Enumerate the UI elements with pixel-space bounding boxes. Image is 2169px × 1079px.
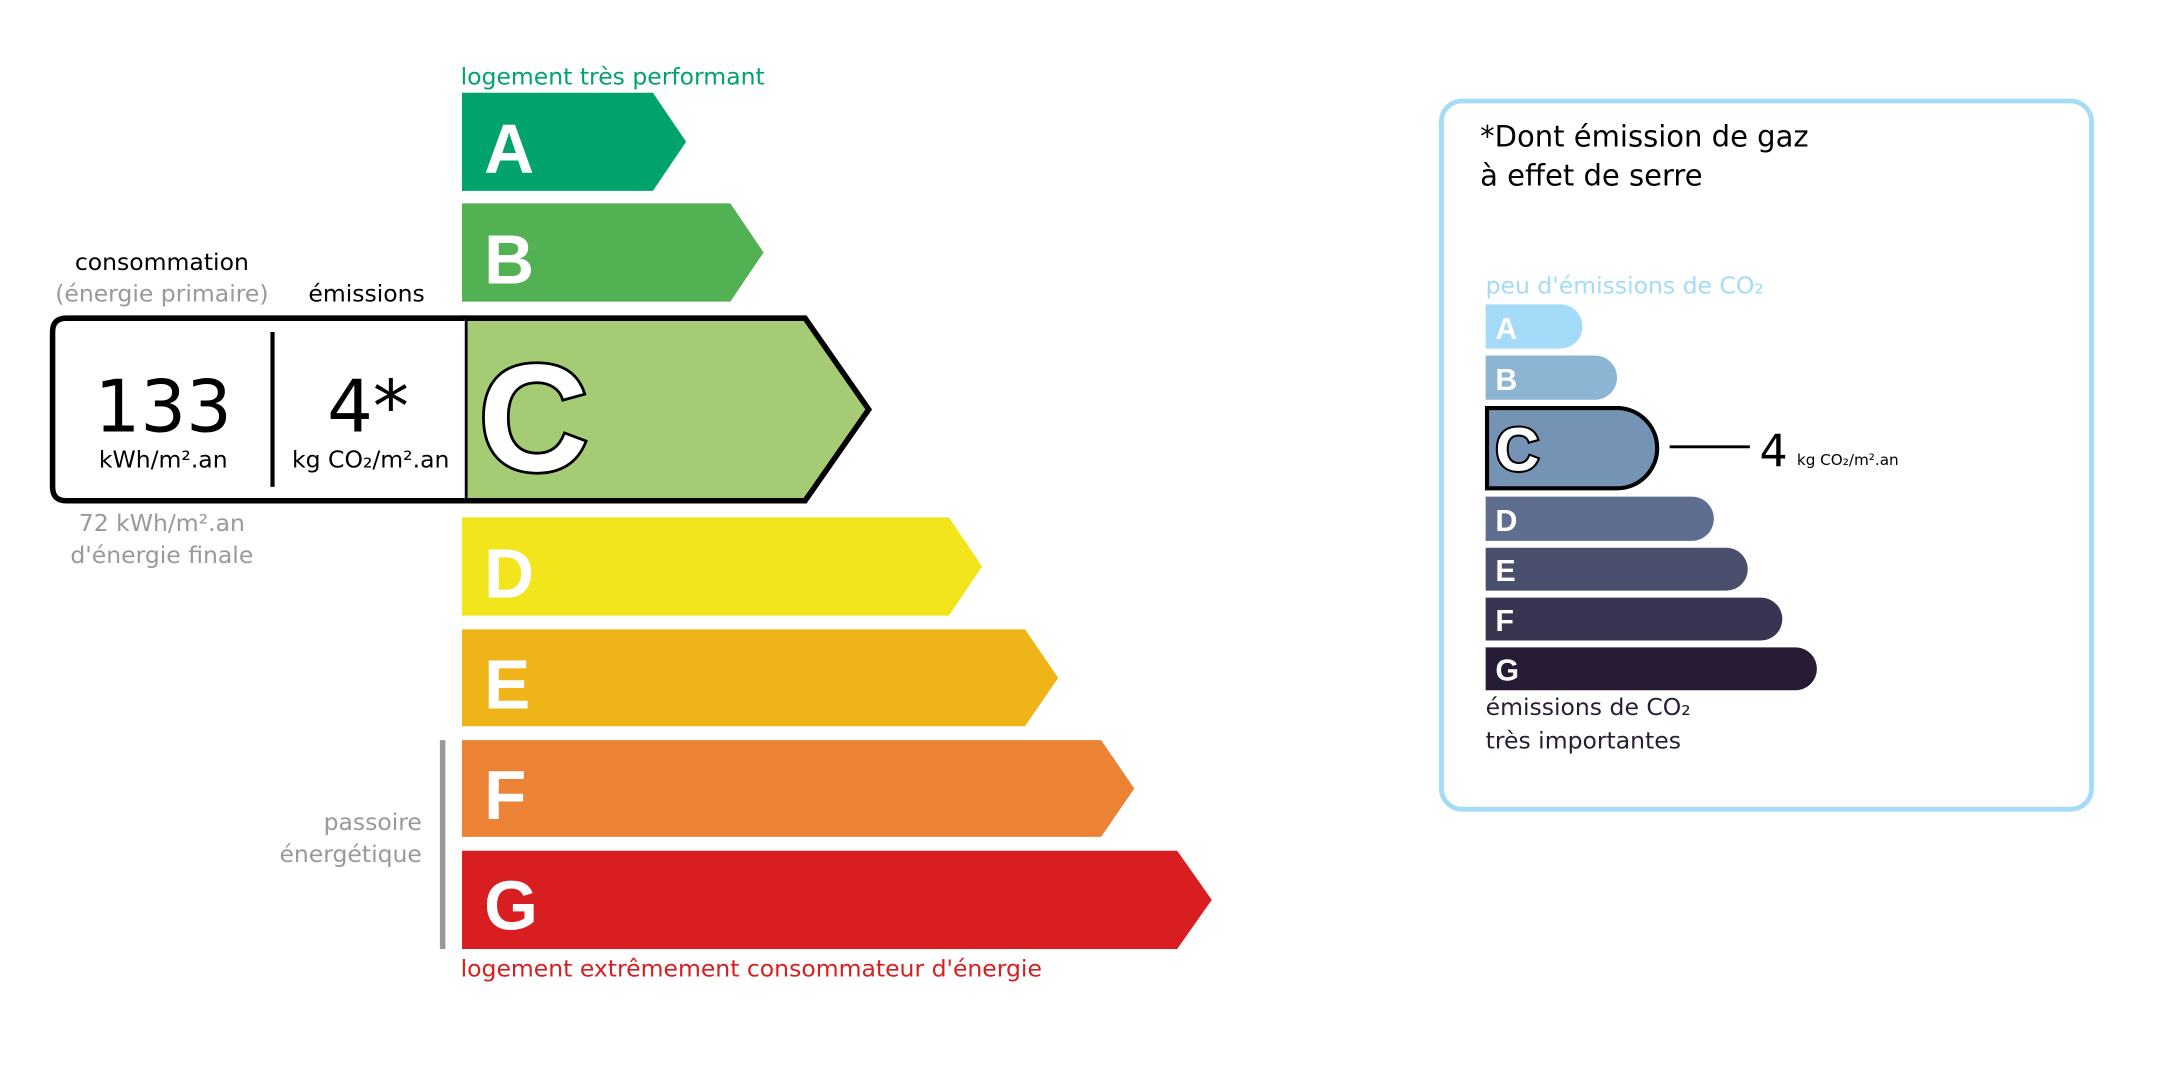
ges-bar-b [1485,355,1618,400]
final-energy-value: 72 kWh/m².an [79,509,245,537]
ges-bar-d [1485,496,1714,541]
energy-bottom-label: logement extrêmement consommateur d'éner… [461,955,1042,983]
consumption-unit: kWh/m².an [99,446,228,474]
ges-letter-a: A [1495,312,1517,346]
ges-title-1: *Dont émission de gaz [1480,120,1809,154]
ges-letter-c: C [1495,415,1539,483]
ges-letter-f: F [1495,604,1514,638]
energy-bar-e [462,629,1059,727]
energy-bar-g [462,850,1212,949]
ges-value: 4 [1760,426,1788,477]
energy-top-label: logement très performant [461,62,765,90]
energy-bar-d [462,517,983,616]
energy-letter-e: E [484,645,530,723]
ges-bar-a [1485,304,1583,349]
energy-letter-b: B [484,221,534,299]
passoire-label-2: énergétique [279,840,421,868]
consumption-value: 133 [95,365,232,449]
ges-panel: *Dont émission de gaz à effet de serre p… [1438,98,2094,812]
ges-unit: kg CO₂/m².an [1797,451,1899,469]
emissions-heading: émissions [308,280,424,308]
ges-bar-c [1484,406,1660,491]
energy-letter-g: G [484,867,538,945]
energy-bar-f [462,740,1135,837]
final-energy-label: d'énergie finale [70,541,253,569]
ges-letter-e: E [1495,554,1515,588]
emissions-unit: kg CO₂/m².an [292,446,449,474]
ges-bottom-label-1: émissions de CO₂ [1486,693,1691,721]
ges-letter-b: B [1495,363,1517,397]
ges-bar-g [1485,647,1817,691]
energy-scale: logement très performant A B C consommat… [49,62,1212,983]
consumption-heading: consommation [75,248,249,276]
ges-letter-g: G [1495,654,1519,688]
energy-letter-f: F [484,756,526,834]
energy-letter-a: A [484,110,534,188]
ges-top-label: peu d'émissions de CO₂ [1486,271,1764,299]
ges-bottom-label-2: très importantes [1486,726,1681,754]
ges-letter-d: D [1495,504,1517,538]
consumption-subheading: (énergie primaire) [55,280,268,308]
emissions-value: 4* [327,365,409,449]
passoire-label-1: passoire [324,808,422,836]
ges-title-2: à effet de serre [1480,158,1702,192]
energy-bar-a [462,92,687,191]
ges-bar-f [1485,597,1783,641]
current-values-box [49,315,465,504]
energy-letter-c: C [479,333,589,503]
ges-bar-e [1485,547,1748,591]
energy-bar-b [462,203,764,302]
energy-letter-d: D [484,535,534,613]
